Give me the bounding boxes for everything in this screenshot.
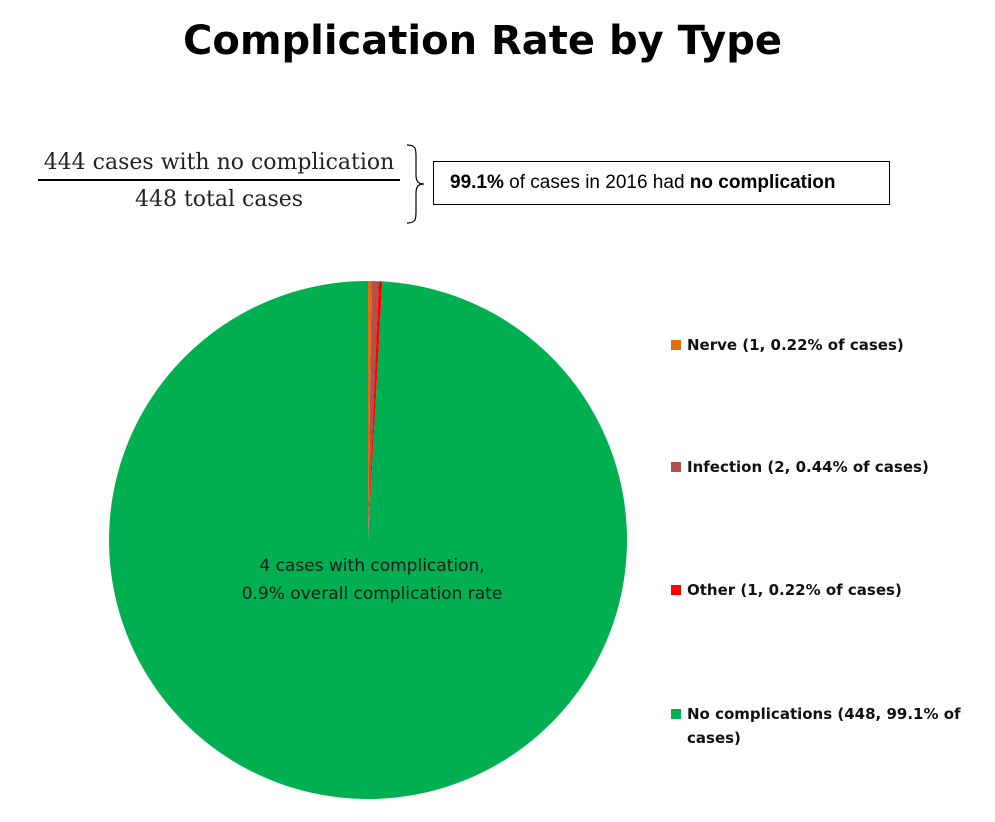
pie-slice-infection: [368, 281, 379, 540]
curly-brace: [406, 144, 425, 224]
legend-item-nerve: Nerve (1, 0.22% of cases): [671, 333, 971, 357]
callout-emphasis: no complication: [689, 172, 836, 193]
pie-slice-other: [368, 281, 383, 540]
legend-label: No complications (448, 99.1% of cases): [687, 705, 961, 747]
legend-swatch: [671, 709, 681, 719]
center-label-line-2: 0.9% overall complication rate: [241, 584, 503, 604]
legend-label: Infection (2, 0.44% of cases): [687, 458, 929, 476]
fraction-denominator: 448 total cases: [134, 187, 304, 212]
pie-slice-nerve: [368, 281, 372, 540]
pie-slice-no-complications: [109, 281, 628, 799]
fraction-numerator: 444 cases with no complication: [43, 150, 395, 175]
legend-item-other: Other (1, 0.22% of cases): [671, 578, 971, 602]
legend-swatch: [671, 585, 681, 595]
fraction-bar: [38, 179, 400, 181]
center-label-line-1: 4 cases with complication,: [259, 556, 485, 576]
legend-item-infection: Infection (2, 0.44% of cases): [671, 455, 971, 479]
chart-title: Complication Rate by Type: [183, 18, 782, 64]
callout-text: of cases in 2016 had: [503, 172, 690, 193]
legend-label: Nerve (1, 0.22% of cases): [687, 336, 904, 354]
pie-center-label: 4 cases with complication, 0.9% overall …: [212, 552, 532, 608]
callout-box: 99.1% of cases in 2016 had no complicati…: [433, 161, 890, 205]
legend-swatch: [671, 340, 681, 350]
legend-item-no-complications: No complications (448, 99.1% of cases): [671, 702, 971, 750]
fraction-equation: 444 cases with no complication 448 total…: [38, 150, 400, 212]
legend-swatch: [671, 462, 681, 472]
legend-label: Other (1, 0.22% of cases): [687, 581, 902, 599]
callout-percent: 99.1%: [450, 172, 504, 193]
